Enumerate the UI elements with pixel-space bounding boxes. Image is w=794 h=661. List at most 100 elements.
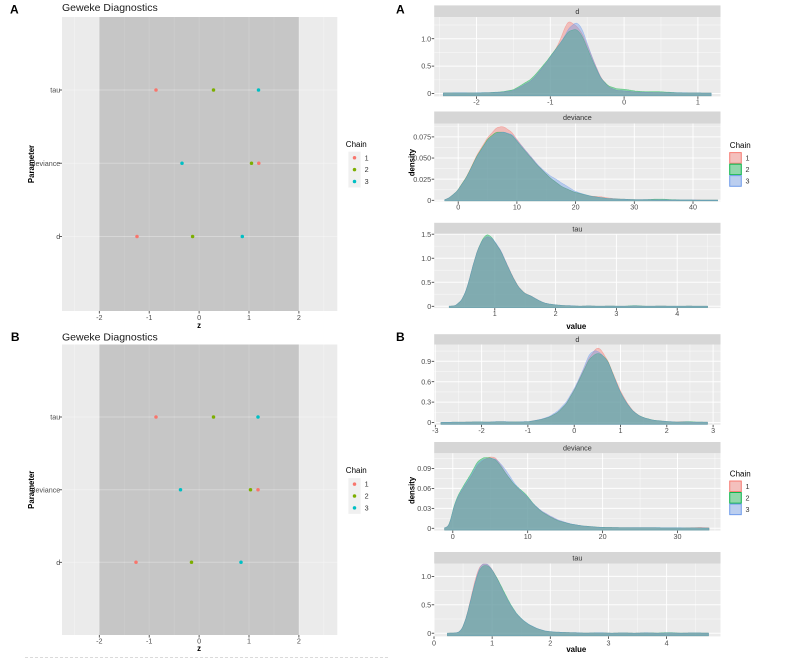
svg-text:A: A <box>10 3 19 17</box>
svg-text:1: 1 <box>619 426 623 435</box>
svg-text:deviance: deviance <box>563 443 592 452</box>
svg-text:20: 20 <box>599 532 607 541</box>
svg-text:0.3: 0.3 <box>421 398 431 407</box>
svg-text:1: 1 <box>746 154 750 163</box>
svg-text:A: A <box>396 3 405 17</box>
svg-text:0.03: 0.03 <box>417 504 431 513</box>
svg-text:z: z <box>197 321 201 330</box>
svg-text:2: 2 <box>746 493 750 502</box>
svg-text:d: d <box>575 335 579 344</box>
svg-text:0: 0 <box>427 524 431 533</box>
svg-text:1.0: 1.0 <box>421 254 431 263</box>
svg-text:0: 0 <box>622 98 626 107</box>
svg-text:0.06: 0.06 <box>417 484 431 493</box>
svg-text:3: 3 <box>365 177 369 186</box>
svg-text:0.5: 0.5 <box>421 600 431 609</box>
svg-text:deviance: deviance <box>32 485 61 494</box>
svg-text:d: d <box>575 7 579 16</box>
svg-text:2: 2 <box>554 309 558 318</box>
svg-text:1: 1 <box>696 98 700 107</box>
svg-text:2: 2 <box>548 639 552 648</box>
svg-text:2: 2 <box>665 426 669 435</box>
svg-text:-3: -3 <box>432 426 438 435</box>
svg-text:tau: tau <box>572 224 582 233</box>
svg-text:20: 20 <box>572 203 580 212</box>
svg-text:30: 30 <box>630 203 638 212</box>
svg-text:0.075: 0.075 <box>413 133 431 142</box>
svg-text:2: 2 <box>297 637 301 646</box>
svg-text:2: 2 <box>297 313 301 322</box>
svg-text:1.0: 1.0 <box>421 572 431 581</box>
svg-text:3: 3 <box>746 177 750 186</box>
svg-text:1: 1 <box>490 639 494 648</box>
svg-text:deviance: deviance <box>32 159 61 168</box>
svg-text:0.5: 0.5 <box>421 278 431 287</box>
svg-text:Geweke Diagnostics: Geweke Diagnostics <box>62 331 158 343</box>
svg-text:Chain: Chain <box>730 141 751 150</box>
svg-text:tau: tau <box>572 553 582 562</box>
svg-text:1: 1 <box>247 637 251 646</box>
svg-text:3: 3 <box>606 639 610 648</box>
svg-text:1: 1 <box>365 153 369 162</box>
svg-text:0.09: 0.09 <box>417 464 431 473</box>
svg-text:-1: -1 <box>146 313 152 322</box>
svg-text:value: value <box>566 322 587 331</box>
svg-text:tau: tau <box>50 86 60 95</box>
svg-text:1: 1 <box>365 480 369 489</box>
svg-text:3: 3 <box>746 505 750 514</box>
svg-text:Geweke Diagnostics: Geweke Diagnostics <box>62 2 158 14</box>
svg-text:d: d <box>56 232 60 241</box>
svg-text:1: 1 <box>746 482 750 491</box>
svg-text:3: 3 <box>711 426 715 435</box>
svg-text:0: 0 <box>427 629 431 638</box>
svg-text:0: 0 <box>572 426 576 435</box>
svg-text:0: 0 <box>427 302 431 311</box>
svg-text:0: 0 <box>427 196 431 205</box>
svg-text:4: 4 <box>665 639 669 648</box>
svg-text:-2: -2 <box>478 426 484 435</box>
svg-text:Parameter: Parameter <box>27 145 36 183</box>
svg-text:0: 0 <box>451 532 455 541</box>
svg-text:0.025: 0.025 <box>413 175 431 184</box>
svg-text:0.050: 0.050 <box>413 154 431 163</box>
svg-text:-2: -2 <box>96 313 102 322</box>
svg-text:0: 0 <box>427 418 431 427</box>
svg-text:tau: tau <box>50 413 60 422</box>
svg-text:10: 10 <box>524 532 532 541</box>
svg-text:1.5: 1.5 <box>421 230 431 239</box>
svg-text:40: 40 <box>689 203 697 212</box>
svg-text:B: B <box>11 330 20 344</box>
svg-text:-1: -1 <box>547 98 553 107</box>
svg-text:30: 30 <box>674 532 682 541</box>
svg-text:3: 3 <box>365 504 369 513</box>
svg-text:0: 0 <box>456 203 460 212</box>
svg-text:0.9: 0.9 <box>421 357 431 366</box>
svg-text:1.0: 1.0 <box>421 34 431 43</box>
svg-text:2: 2 <box>365 165 369 174</box>
svg-text:0: 0 <box>432 639 436 648</box>
svg-text:density: density <box>408 476 417 504</box>
svg-text:Chain: Chain <box>346 466 367 475</box>
svg-text:0: 0 <box>427 89 431 98</box>
svg-text:-2: -2 <box>473 98 479 107</box>
svg-text:4: 4 <box>675 309 679 318</box>
svg-text:value: value <box>566 645 587 654</box>
svg-text:B: B <box>396 330 405 344</box>
svg-text:Chain: Chain <box>730 469 751 478</box>
svg-text:-2: -2 <box>96 637 102 646</box>
svg-text:0.6: 0.6 <box>421 377 431 386</box>
svg-text:deviance: deviance <box>563 113 592 122</box>
svg-text:0: 0 <box>197 313 201 322</box>
svg-text:3: 3 <box>614 309 618 318</box>
svg-text:10: 10 <box>513 203 521 212</box>
svg-text:-1: -1 <box>525 426 531 435</box>
svg-text:density: density <box>408 148 417 176</box>
svg-text:0: 0 <box>197 637 201 646</box>
svg-text:1: 1 <box>493 309 497 318</box>
svg-text:z: z <box>197 644 201 653</box>
svg-text:d: d <box>56 558 60 567</box>
svg-text:-1: -1 <box>146 637 152 646</box>
svg-text:1: 1 <box>247 313 251 322</box>
svg-text:Chain: Chain <box>346 140 367 149</box>
svg-text:2: 2 <box>365 492 369 501</box>
